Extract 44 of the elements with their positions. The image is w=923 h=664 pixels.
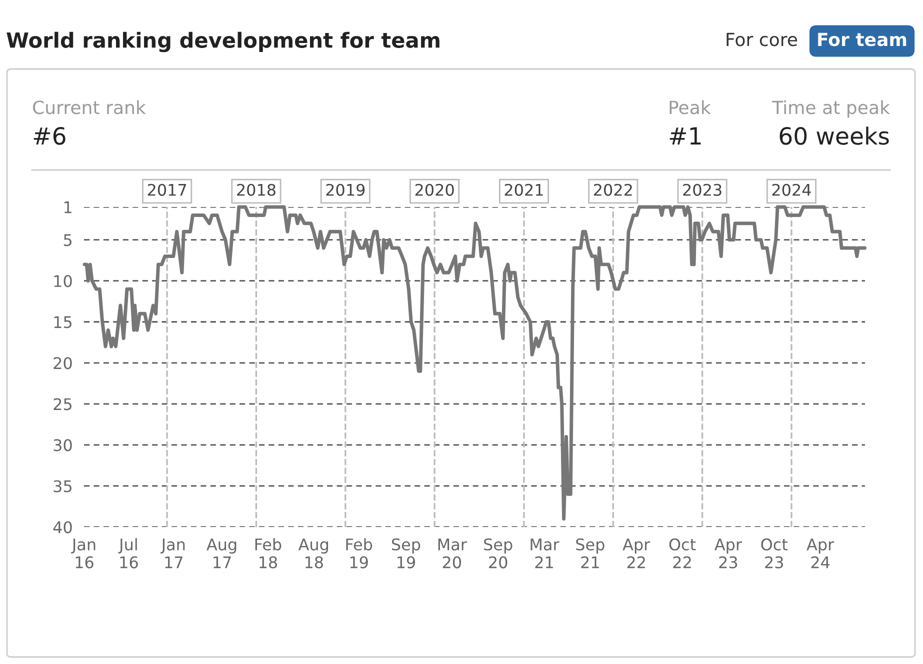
y-tick-label: 35	[54, 480, 72, 492]
x-tick-label: Apr 23	[714, 538, 742, 568]
y-tick-label: 20	[54, 357, 72, 370]
ref-line-label: 2023	[683, 184, 722, 196]
x-tick-label: Oct 23	[761, 538, 788, 568]
x-tick-label: Mar 21	[530, 538, 560, 568]
y-tick-label: 1	[64, 201, 72, 214]
x-tick-label: Jan 16	[71, 538, 96, 568]
ref-line-label: 2022	[594, 184, 632, 196]
ref-line-label: 2020	[415, 184, 454, 196]
x-tick-label: Oct 22	[669, 538, 696, 568]
chart-title: World ranking development for team	[6, 32, 440, 52]
ref-line-label: 2021	[504, 184, 543, 196]
x-tick-label: Mar 20	[438, 538, 467, 568]
x-tick-label: Apr 22	[622, 538, 650, 568]
x-tick-label: Jul 16	[118, 538, 138, 568]
text: Peak	[670, 100, 711, 114]
x-tick-label: Aug 18	[298, 538, 328, 568]
y-tick-label: 25	[54, 398, 72, 410]
text: For team	[818, 32, 906, 46]
y-tick-label: 5	[64, 234, 72, 246]
text: #6	[34, 126, 66, 145]
text: 60 weeks	[780, 126, 889, 145]
ref-line-label: 2018	[237, 184, 276, 196]
text: For core	[726, 32, 798, 46]
x-tick-label: Jan 17	[160, 538, 185, 568]
x-tick-label: Apr 24	[806, 538, 834, 568]
y-tick-label: 40	[53, 521, 72, 534]
ref-line-label: 2017	[148, 184, 186, 196]
text: Time at peak	[772, 100, 890, 118]
line-series	[82, 205, 866, 521]
y-tick-label: 10	[54, 275, 72, 288]
text: Current rank	[33, 100, 146, 114]
x-tick-label: Aug 17	[206, 538, 236, 568]
x-tick-label: Sep 20	[484, 538, 512, 568]
text: #1	[670, 127, 701, 145]
ref-line-label: 2024	[772, 184, 811, 196]
y-tick-label: 30	[54, 439, 72, 452]
ref-line-label: 2019	[326, 184, 365, 196]
x-tick-label: Feb 19	[346, 538, 372, 568]
x-tick-label: Feb 18	[255, 538, 282, 568]
y-tick-label: 15	[54, 316, 72, 328]
x-tick-label: Sep 21	[576, 538, 604, 568]
x-tick-label: Sep 19	[392, 538, 420, 568]
